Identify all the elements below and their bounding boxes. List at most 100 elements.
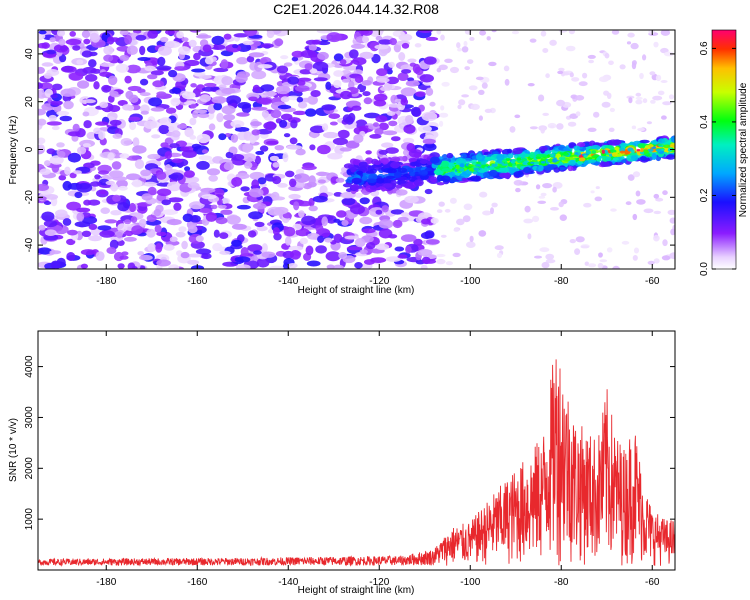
spectrogram-cell <box>316 30 333 34</box>
spectrogram-cell <box>488 169 498 177</box>
spectrogram-cells <box>38 30 675 269</box>
spectrogram-cell <box>173 202 182 211</box>
spectrogram-cell <box>646 121 653 125</box>
spectrogram-cell <box>283 133 291 138</box>
spectrogram-cell <box>619 150 625 154</box>
spectrogram-cell <box>208 123 216 131</box>
spectrogram-cell <box>523 218 534 224</box>
spectrogram-cell <box>350 166 357 173</box>
spectrogram-cell <box>590 190 595 194</box>
spectrogram-cell <box>309 144 316 151</box>
spectrogram-cell <box>580 245 590 249</box>
spectrogram-cell <box>309 125 326 134</box>
spectrogram-cell <box>556 123 564 130</box>
spectrogram-cell <box>160 36 169 43</box>
spectrogram-cell <box>77 80 90 89</box>
spectrogram-cell <box>133 30 142 34</box>
spectrogram-cell <box>449 197 457 204</box>
spectrogram-cell <box>310 90 321 97</box>
spectrogram-cell <box>39 168 51 175</box>
spectrogram-cell <box>440 105 445 111</box>
spectrogram-cell <box>511 30 520 35</box>
spectrogram-cell <box>663 144 671 149</box>
spectrogram-cell <box>109 239 119 250</box>
spectrogram-cell <box>231 223 247 230</box>
spectrogram-cell <box>324 237 333 243</box>
spectrogram-cell <box>361 228 376 234</box>
spectrogram-cell <box>606 156 612 162</box>
spectrogram-cell <box>248 52 265 58</box>
spectrogram-cell <box>600 161 610 167</box>
spectrogram-cell <box>514 114 521 119</box>
spectrogram-cell <box>254 221 265 228</box>
spectrogram-cell <box>488 61 497 67</box>
spectrogram-cell <box>430 156 440 164</box>
spectrogram-cell <box>293 201 300 211</box>
spectrogram-cell <box>540 161 546 164</box>
spectrogram-cell <box>656 144 663 146</box>
spectrogram-cell <box>668 94 675 100</box>
spectrogram-cell <box>385 256 402 262</box>
spectrogram-cell <box>146 214 157 222</box>
spectrogram-cell <box>171 130 181 138</box>
spectrogram-cell <box>109 119 122 126</box>
spectrogram-cell <box>359 197 370 205</box>
spectrogram-cell <box>444 208 451 213</box>
spectrogram-cell <box>425 170 436 176</box>
spectrogram-cell <box>307 232 320 240</box>
x-tick-label: -80 <box>554 276 569 287</box>
spectrogram-cell <box>366 178 377 184</box>
spectrogram-cell <box>574 248 581 256</box>
x-tick-label: -80 <box>554 577 569 588</box>
spectrogram-cell <box>48 114 57 122</box>
spectrogram-cell <box>255 150 265 155</box>
spectrogram-cell <box>468 85 478 91</box>
spectrogram-cell <box>341 197 356 206</box>
spectrogram-cell <box>161 199 171 206</box>
spectrogram-cell <box>232 44 239 49</box>
spectrogram-cell <box>375 209 383 215</box>
spectrogram-cell <box>343 65 359 71</box>
spectrogram-cell <box>89 181 101 187</box>
spectrogram-cell <box>352 57 367 66</box>
spectrogram-cell <box>381 205 389 213</box>
spectrogram-cell <box>139 45 146 56</box>
x-tick-label: -60 <box>645 276 660 287</box>
spectrogram-cell <box>567 121 577 127</box>
spectrogram-cell <box>38 183 49 191</box>
spectrogram-cell <box>599 76 609 83</box>
spectrogram-cell <box>461 177 467 182</box>
spectrogram-cell <box>59 115 72 122</box>
spectrogram-cell <box>189 135 197 140</box>
spectrogram-cell <box>171 87 181 94</box>
spectrogram-cell <box>562 152 569 156</box>
spectrogram-cell <box>301 215 316 226</box>
spectrogram-cell <box>354 75 364 84</box>
spectrogram-cell <box>326 264 335 269</box>
spectrogram-cell <box>274 38 284 47</box>
spectrogram-cell <box>176 31 184 39</box>
spectrogram-cell <box>419 169 429 176</box>
spectrogram-cell <box>44 229 57 236</box>
spectrogram-cell <box>578 81 588 87</box>
spectrogram-cell <box>364 112 380 119</box>
spectrogram-cell <box>121 251 129 256</box>
spectrogram-cell <box>657 90 665 96</box>
spectrogram-cell <box>189 30 202 33</box>
spectrogram-cell <box>557 70 564 75</box>
spectrogram-cell <box>607 139 619 146</box>
spectrogram-cell <box>598 252 603 258</box>
spectrogram-cell <box>587 54 596 59</box>
spectrogram-cell <box>272 176 282 185</box>
spectrogram-cell <box>527 233 532 240</box>
spectrogram-cell <box>366 242 376 250</box>
spectrogram-cell <box>280 113 293 121</box>
spectrogram-cell <box>251 129 261 136</box>
spectrogram-cell <box>38 224 46 231</box>
spectrogram-cell <box>362 91 371 97</box>
spectrogram-cell <box>399 176 408 181</box>
spectrogram-cell <box>549 39 557 46</box>
spectrogram-cell <box>82 111 90 117</box>
spectrogram-cell <box>191 68 206 73</box>
spectrogram-cell <box>280 55 289 60</box>
